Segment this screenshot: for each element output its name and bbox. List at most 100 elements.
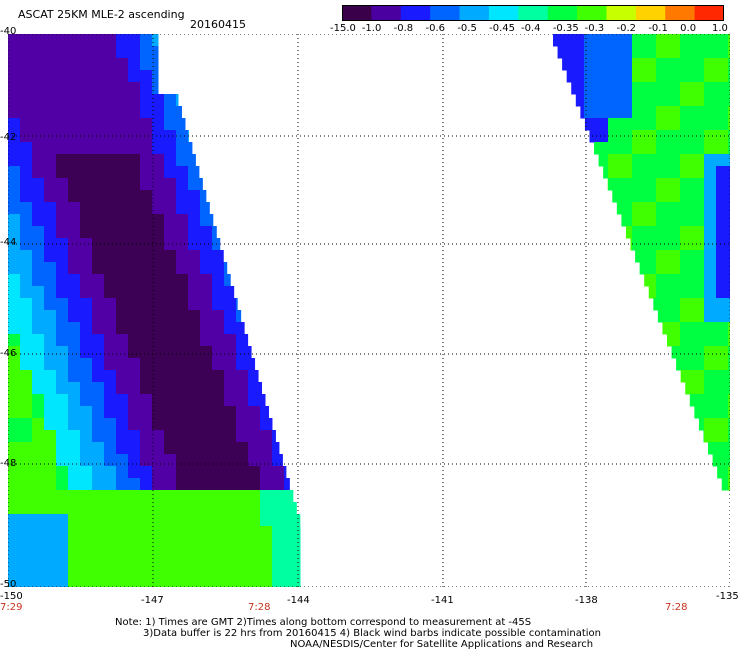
swath-cell <box>224 418 237 431</box>
swath-cell <box>236 586 249 587</box>
swath-cell <box>620 106 633 119</box>
swath-cell <box>584 34 597 47</box>
swath-cell <box>704 190 717 203</box>
swath-cell <box>92 370 105 383</box>
swath-cell <box>200 454 213 467</box>
swath-cell <box>188 562 201 575</box>
swath-cell <box>20 442 33 455</box>
swath-cell <box>8 46 21 59</box>
swath-cell <box>224 262 228 275</box>
swath-cell <box>68 370 81 383</box>
swath-cell <box>128 550 141 563</box>
swath-cell <box>8 106 21 119</box>
swath-cell <box>128 466 141 479</box>
swath-cell <box>188 262 201 275</box>
swath-cell <box>104 394 117 407</box>
swath-cell <box>644 118 657 131</box>
swath-cell <box>164 238 177 251</box>
swath-cell <box>212 274 225 287</box>
swath-cell <box>632 58 645 71</box>
swath-cell <box>116 118 129 131</box>
swath-cell <box>92 238 105 251</box>
swath-cell <box>20 154 33 167</box>
swath-cell <box>32 310 45 323</box>
swath-cell <box>104 106 117 119</box>
swath-cell <box>560 46 573 59</box>
swath-cell <box>92 58 105 71</box>
swath-cell <box>68 346 81 359</box>
swath-cell <box>8 94 21 107</box>
swath-cell <box>680 226 693 239</box>
swath-cell <box>8 250 21 263</box>
swath-cell <box>176 262 189 275</box>
swath-cell <box>644 274 657 287</box>
swath-cell <box>80 142 93 155</box>
swath-cell <box>164 202 177 215</box>
swath-cell <box>188 178 201 191</box>
swath-cell <box>140 538 153 551</box>
swath-cell <box>128 202 141 215</box>
swath-cell <box>32 202 45 215</box>
swath-cell <box>68 238 81 251</box>
swath-cell <box>704 130 717 143</box>
swath-cell <box>176 562 189 575</box>
swath-cell <box>44 490 57 503</box>
swath-cell <box>164 574 177 587</box>
swath-cell <box>260 526 273 539</box>
swath-cell <box>584 58 597 71</box>
swath-cell <box>92 562 105 575</box>
swath-cell <box>248 370 259 383</box>
swath-cell <box>116 478 129 491</box>
swath-cell <box>572 82 585 95</box>
swath-cell <box>704 358 717 371</box>
swath-cell <box>236 358 249 371</box>
swath-cell <box>68 574 81 587</box>
swath-cell <box>704 154 717 167</box>
swath-cell <box>704 310 717 323</box>
swath-cell <box>692 250 705 263</box>
swath-cell <box>716 370 729 383</box>
swath-cell <box>596 82 609 95</box>
swath-cell <box>212 514 225 527</box>
swath-cell <box>200 526 213 539</box>
swath-cell <box>212 334 225 347</box>
swath-cell <box>212 358 225 371</box>
swath-cell <box>200 478 213 491</box>
swath-cell <box>20 130 33 143</box>
swath-cell <box>56 142 69 155</box>
swath-cell <box>236 550 249 563</box>
swath-cell <box>668 58 681 71</box>
swath-cell <box>728 346 730 359</box>
swath-cell <box>92 466 105 479</box>
swath-cell <box>8 382 21 395</box>
swath-cell <box>152 274 165 287</box>
swath-cell <box>632 82 645 95</box>
time-label: 7:28 <box>248 602 271 613</box>
swath-cell <box>80 118 93 131</box>
swath-cell <box>632 118 645 131</box>
swath-cell <box>92 94 105 107</box>
swath-cell <box>152 82 159 95</box>
swath-cell <box>200 466 213 479</box>
colorbar-tick-label: -0.5 <box>457 23 477 34</box>
swath-cell <box>8 586 21 587</box>
swath-cell <box>668 106 681 119</box>
swath-cell <box>104 526 117 539</box>
swath-cell <box>104 502 117 515</box>
swath-cell <box>92 538 105 551</box>
swath-cell <box>224 334 237 347</box>
swath-cell <box>728 142 730 155</box>
swath-cell <box>644 82 657 95</box>
swath-cell <box>140 286 153 299</box>
swath-cell <box>632 190 645 203</box>
swath-cell <box>20 262 33 275</box>
swath-cell <box>164 166 177 179</box>
swath-cell <box>44 358 57 371</box>
swath-cell <box>668 154 681 167</box>
swath-cell <box>692 358 705 371</box>
swath-cell <box>668 34 681 47</box>
swath-cell <box>80 130 93 143</box>
swath-cell <box>625 226 633 239</box>
swath-cell <box>56 574 69 587</box>
swath-cell <box>692 322 705 335</box>
